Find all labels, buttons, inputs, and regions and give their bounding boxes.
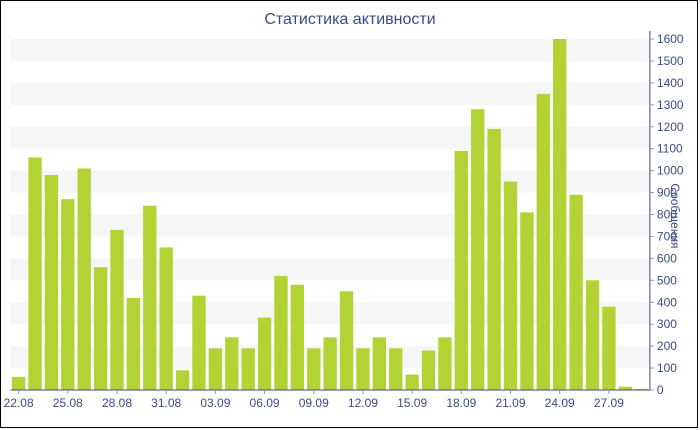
svg-text:1500: 1500 — [657, 54, 684, 68]
svg-text:12.09: 12.09 — [348, 396, 378, 410]
svg-text:400: 400 — [657, 295, 677, 309]
svg-text:09.09: 09.09 — [299, 396, 329, 410]
svg-text:21.09: 21.09 — [496, 396, 526, 410]
svg-text:03.09: 03.09 — [200, 396, 230, 410]
svg-text:27.09: 27.09 — [594, 396, 624, 410]
svg-text:31.08: 31.08 — [151, 396, 181, 410]
svg-text:1600: 1600 — [657, 32, 684, 46]
svg-text:15.09: 15.09 — [397, 396, 427, 410]
svg-text:28.08: 28.08 — [102, 396, 132, 410]
svg-text:100: 100 — [657, 361, 677, 375]
svg-text:18.09: 18.09 — [446, 396, 476, 410]
svg-text:24.09: 24.09 — [545, 396, 575, 410]
svg-text:200: 200 — [657, 339, 677, 353]
svg-text:22.08: 22.08 — [4, 396, 34, 410]
svg-text:0: 0 — [657, 383, 664, 397]
svg-text:300: 300 — [657, 317, 677, 331]
svg-text:1200: 1200 — [657, 120, 684, 134]
svg-text:1400: 1400 — [657, 76, 684, 90]
svg-text:1300: 1300 — [657, 98, 684, 112]
svg-text:25.08: 25.08 — [53, 396, 83, 410]
svg-text:06.09: 06.09 — [250, 396, 280, 410]
